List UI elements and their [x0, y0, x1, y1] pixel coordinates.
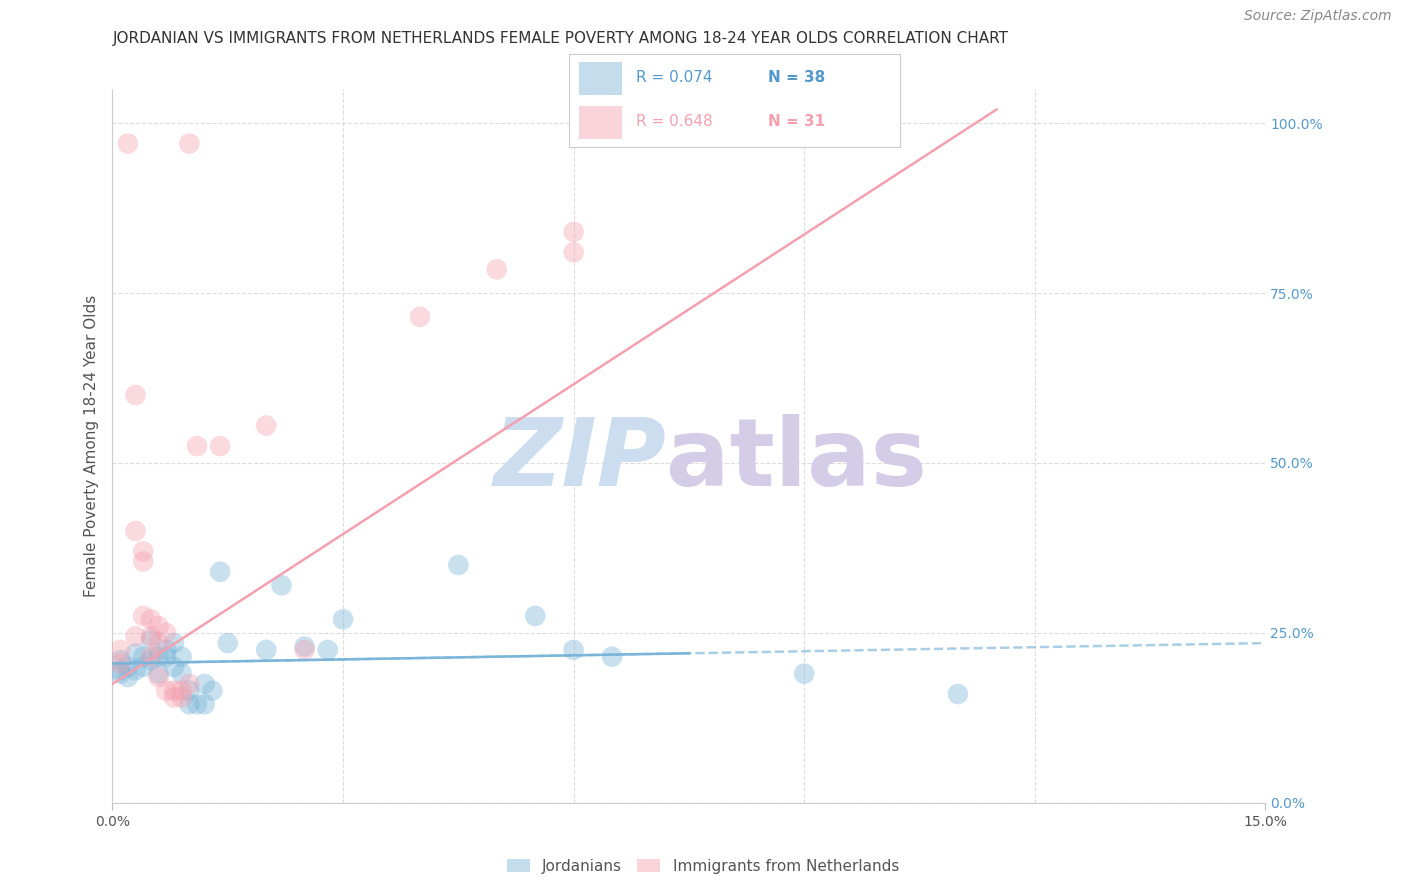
Point: [155, 649, 177, 664]
Bar: [579, 62, 623, 95]
Point: [447, 558, 470, 572]
Point: [524, 608, 547, 623]
Point: [148, 649, 170, 664]
Point: [124, 524, 146, 538]
Point: [179, 698, 201, 712]
Point: [562, 643, 585, 657]
Point: [485, 262, 508, 277]
Point: [562, 245, 585, 260]
Point: [946, 687, 969, 701]
Point: [124, 663, 146, 677]
Point: [139, 632, 162, 647]
Point: [562, 225, 585, 239]
Text: Source: ZipAtlas.com: Source: ZipAtlas.com: [1244, 9, 1392, 23]
Point: [194, 677, 217, 691]
Point: [163, 636, 186, 650]
Point: [270, 578, 292, 592]
Text: atlas: atlas: [666, 414, 927, 507]
Point: [132, 649, 155, 664]
Point: [132, 608, 155, 623]
Point: [148, 670, 170, 684]
Point: [132, 660, 155, 674]
Point: [332, 612, 354, 626]
Point: [117, 670, 139, 684]
Legend: Jordanians, Immigrants from Netherlands: Jordanians, Immigrants from Netherlands: [501, 853, 905, 880]
Point: [186, 439, 208, 453]
Text: R = 0.648: R = 0.648: [636, 114, 711, 129]
Point: [163, 660, 186, 674]
Point: [148, 636, 170, 650]
Point: [294, 643, 316, 657]
Point: [108, 657, 131, 671]
Point: [179, 136, 201, 151]
Point: [148, 619, 170, 633]
Point: [132, 544, 155, 558]
Point: [316, 643, 339, 657]
Point: [201, 683, 224, 698]
Point: [148, 666, 170, 681]
Point: [155, 643, 177, 657]
Point: [217, 636, 239, 650]
Text: N = 38: N = 38: [768, 70, 825, 86]
Point: [108, 666, 131, 681]
Point: [209, 565, 232, 579]
Point: [179, 683, 201, 698]
Point: [124, 388, 146, 402]
Point: [155, 626, 177, 640]
Point: [163, 690, 186, 705]
Point: [170, 649, 193, 664]
Bar: [579, 106, 623, 139]
Point: [108, 663, 131, 677]
Point: [155, 683, 177, 698]
Point: [194, 698, 217, 712]
Point: [117, 660, 139, 674]
Text: ZIP: ZIP: [494, 414, 666, 507]
Point: [294, 640, 316, 654]
Point: [108, 653, 131, 667]
Y-axis label: Female Poverty Among 18-24 Year Olds: Female Poverty Among 18-24 Year Olds: [83, 295, 98, 597]
Point: [132, 555, 155, 569]
Point: [170, 666, 193, 681]
Point: [600, 649, 623, 664]
Point: [186, 698, 208, 712]
Text: N = 31: N = 31: [768, 114, 825, 129]
Point: [117, 136, 139, 151]
Point: [163, 683, 186, 698]
Point: [139, 653, 162, 667]
Point: [179, 677, 201, 691]
Point: [124, 629, 146, 643]
Text: JORDANIAN VS IMMIGRANTS FROM NETHERLANDS FEMALE POVERTY AMONG 18-24 YEAR OLDS CO: JORDANIAN VS IMMIGRANTS FROM NETHERLANDS…: [112, 31, 1008, 46]
Point: [139, 649, 162, 664]
Point: [793, 666, 815, 681]
Point: [409, 310, 432, 324]
Point: [170, 683, 193, 698]
Point: [170, 690, 193, 705]
Point: [108, 643, 131, 657]
Point: [209, 439, 232, 453]
Point: [124, 646, 146, 660]
Point: [139, 612, 162, 626]
Point: [254, 643, 277, 657]
Point: [139, 629, 162, 643]
Text: R = 0.074: R = 0.074: [636, 70, 711, 86]
Point: [254, 418, 277, 433]
